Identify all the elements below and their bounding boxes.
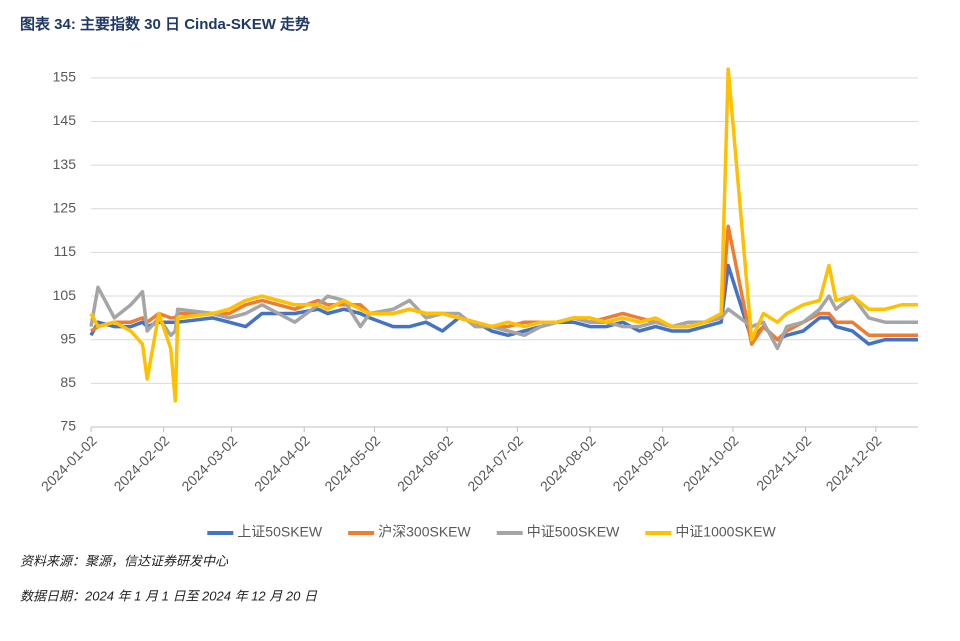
series-line	[89, 67, 918, 403]
chart-title: 图表 34: 主要指数 30 日 Cinda-SKEW 走势	[20, 15, 310, 33]
x-tick-label: 2024-12-02	[823, 432, 885, 494]
x-tick-label: 2024-03-02	[178, 432, 240, 494]
x-tick-label: 2024-10-02	[680, 432, 742, 494]
legend-label: 上证50SKEW	[237, 524, 323, 540]
source-note: 资料来源：聚源，信达证券研发中心	[20, 553, 229, 568]
y-tick-label: 115	[54, 243, 77, 259]
x-tick-label: 2024-09-02	[609, 432, 671, 494]
y-tick-label: 135	[53, 156, 77, 172]
x-tick-label: 2024-06-02	[394, 432, 456, 494]
x-tick-label: 2024-01-02	[38, 432, 100, 494]
legend-label: 中证1000SKEW	[675, 524, 776, 540]
x-tick-label: 2024-11-02	[753, 432, 814, 493]
y-tick-label: 95	[60, 330, 76, 346]
y-tick-label: 105	[53, 287, 77, 303]
series-line	[89, 285, 918, 351]
x-tick-label: 2024-08-02	[537, 432, 599, 494]
x-tick-label: 2024-05-02	[321, 432, 383, 494]
legend-label: 中证500SKEW	[527, 524, 620, 540]
legend-label: 沪深300SKEW	[378, 524, 471, 540]
y-tick-label: 75	[60, 418, 76, 434]
y-tick-label: 145	[53, 112, 77, 128]
series-line	[89, 263, 918, 346]
y-tick-label: 85	[60, 374, 76, 390]
x-tick-label: 2024-07-02	[464, 432, 526, 494]
x-tick-label: 2024-04-02	[251, 432, 313, 494]
y-tick-label: 155	[53, 69, 77, 85]
x-tick-label: 2024-02-02	[110, 432, 172, 494]
y-tick-label: 125	[53, 199, 77, 215]
date-note: 数据日期：2024 年 1 月 1 日至 2024 年 12 月 20 日	[20, 588, 318, 603]
